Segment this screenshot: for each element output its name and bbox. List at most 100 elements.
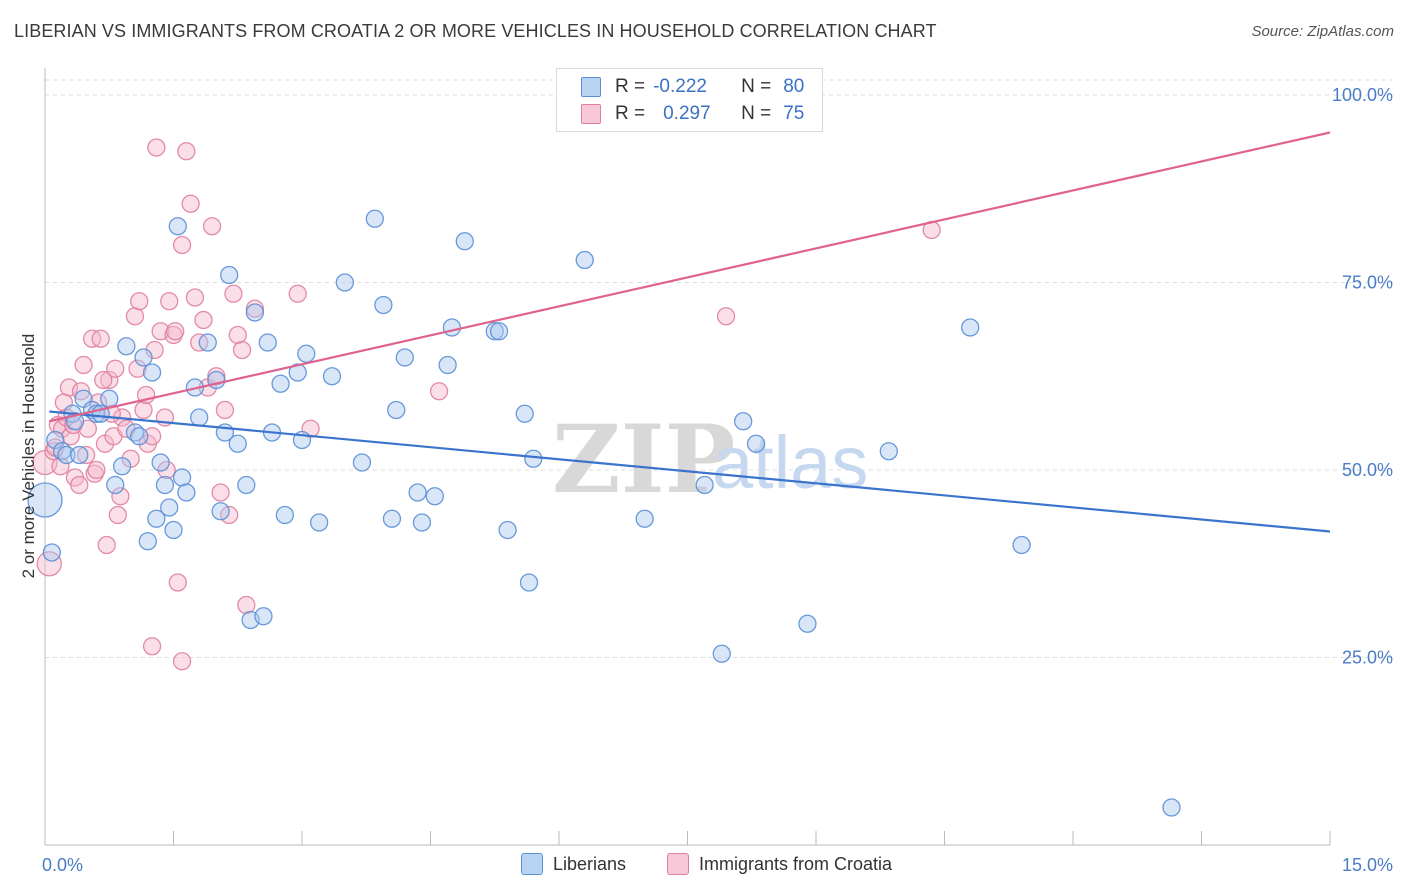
legend-n-value: 75 xyxy=(783,103,805,124)
liberians-point xyxy=(134,348,153,367)
croatia-point xyxy=(716,307,736,326)
liberians-point xyxy=(322,367,342,386)
croatia-point xyxy=(94,370,113,390)
croatia-point xyxy=(177,142,196,161)
correlation-legend: R = -0.222 N = 80 R = 0.297 N = 75 xyxy=(556,68,823,132)
croatia-point xyxy=(232,340,252,360)
croatia-point xyxy=(211,483,230,502)
croatia-point xyxy=(224,284,243,303)
liberians-point xyxy=(228,434,247,453)
croatia-point xyxy=(76,445,96,465)
bottom-swatch-pink xyxy=(667,853,689,875)
liberians-point xyxy=(147,509,166,528)
croatia-point xyxy=(111,487,130,506)
liberians-point xyxy=(46,430,65,450)
liberians-point xyxy=(258,333,277,352)
bottom-legend-label: Liberians xyxy=(553,853,627,874)
liberians-point xyxy=(412,513,432,532)
croatia-point xyxy=(128,359,147,378)
croatia-point xyxy=(87,460,106,480)
liberians-point xyxy=(57,445,76,465)
legend-row-croatia: R = 0.297 N = 75 xyxy=(581,102,804,126)
liberians-point xyxy=(712,644,731,663)
legend-r-label: R = xyxy=(615,103,646,124)
legend-r-value: -0.222 xyxy=(653,76,707,97)
liberians-point xyxy=(100,389,119,408)
croatia-point xyxy=(91,329,110,348)
liberians-point xyxy=(365,209,384,228)
y-axis-label: 2 or more Vehicles in Household xyxy=(19,334,38,579)
x-tick-label-min: 0.0% xyxy=(42,855,83,875)
liberians-point xyxy=(190,408,209,427)
liberians-point xyxy=(395,348,414,367)
legend-swatch-blue xyxy=(581,77,601,97)
liberians-point xyxy=(515,404,534,423)
liberians-point xyxy=(374,295,393,315)
liberians-point xyxy=(168,217,187,236)
y-tick-label: 50.0% xyxy=(1342,460,1393,480)
liberians-point xyxy=(352,453,372,472)
croatia-point xyxy=(70,475,89,495)
source-credit: Source: ZipAtlas.com xyxy=(1251,23,1394,40)
liberians-point xyxy=(271,374,290,393)
liberians-point xyxy=(489,322,509,341)
croatia-point xyxy=(202,217,222,236)
liberians-point xyxy=(695,475,714,495)
croatia-point xyxy=(168,573,187,592)
croatia-point xyxy=(97,535,116,555)
y-tick-label: 100.0% xyxy=(1332,85,1393,105)
croatia-point xyxy=(181,194,200,213)
liberians-point xyxy=(1012,535,1031,555)
liberians-point xyxy=(138,532,157,551)
liberians-point xyxy=(408,483,427,502)
liberians-point xyxy=(961,318,980,337)
liberians-point xyxy=(112,457,132,476)
croatia-point xyxy=(134,400,153,420)
legend-swatch-pink xyxy=(581,104,601,124)
liberians-point xyxy=(734,412,753,431)
liberians-point xyxy=(575,250,594,270)
liberians-point xyxy=(130,427,149,446)
tick-labels: 25.0% 50.0% 75.0% 100.0% 0.0% 15.0% xyxy=(42,85,1393,875)
liberians-point xyxy=(42,543,62,562)
liberians-point xyxy=(382,509,402,528)
liberians-point xyxy=(387,400,406,420)
liberians-trend-line xyxy=(49,410,1331,533)
bottom-legend-label: Immigrants from Croatia xyxy=(699,853,893,874)
liberians-point xyxy=(198,333,217,352)
liberians-point xyxy=(1162,798,1181,817)
croatia-point xyxy=(106,359,125,378)
croatia-point xyxy=(142,637,162,656)
liberians-point xyxy=(746,434,766,453)
croatia-point xyxy=(215,400,235,420)
liberians-point xyxy=(220,265,239,285)
liberians-point xyxy=(425,487,444,506)
liberians-point xyxy=(164,520,183,540)
chart-title: LIBERIAN VS IMMIGRANTS FROM CROATIA 2 OR… xyxy=(14,21,937,41)
liberians-point xyxy=(498,520,517,540)
legend-r-label: R = xyxy=(615,76,646,97)
croatia-point xyxy=(288,284,307,303)
liberians-point xyxy=(288,363,307,382)
liberians-point xyxy=(245,303,265,322)
liberians-point xyxy=(524,449,543,468)
croatia-point xyxy=(108,505,127,525)
liberians-point xyxy=(335,273,354,292)
croatia-point xyxy=(160,292,179,311)
bottom-swatch-blue xyxy=(521,853,543,875)
legend-n-value: 80 xyxy=(783,76,805,97)
x-tick-label-max: 15.0% xyxy=(1342,855,1393,875)
croatia-point xyxy=(172,652,192,671)
croatia-point xyxy=(125,307,145,326)
croatia-point xyxy=(74,355,93,375)
liberians-point xyxy=(155,475,175,495)
croatia-point xyxy=(61,427,80,446)
liberians-point xyxy=(297,344,316,363)
axes xyxy=(44,68,1331,846)
liberians-point xyxy=(438,355,457,375)
watermark: ZIP atlas xyxy=(552,405,868,515)
liberians-point xyxy=(160,498,179,517)
croatia-trend-line xyxy=(49,131,1331,423)
liberians-point xyxy=(151,453,170,472)
